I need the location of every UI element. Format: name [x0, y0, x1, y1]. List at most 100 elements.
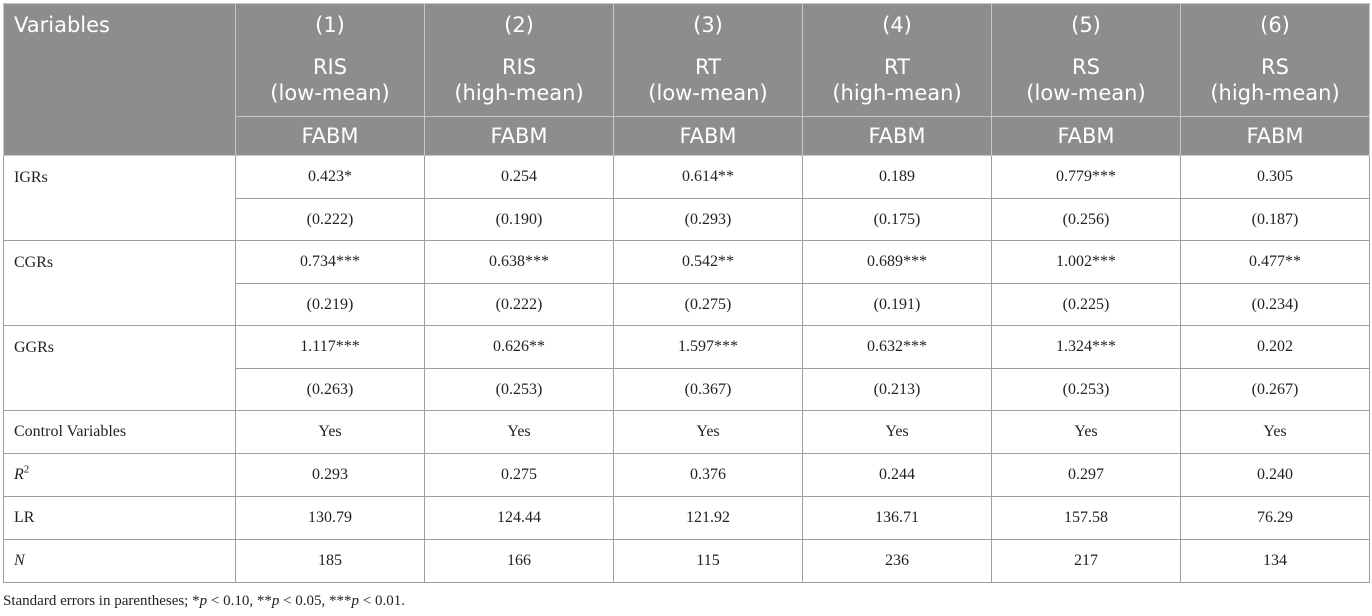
coefficient-cell: 0.423* — [235, 155, 425, 199]
coefficient-cell: 0.614** — [613, 155, 803, 199]
coefficient-cell: 0.189 — [802, 155, 992, 199]
std-error-cell: (0.253) — [424, 368, 614, 411]
stat-cell: Yes — [802, 410, 992, 454]
coefficient-cell: 0.632*** — [802, 325, 992, 369]
std-error-cell: (0.191) — [802, 283, 992, 326]
model-label: FABM — [991, 116, 1181, 156]
stat-cell: Yes — [235, 410, 425, 454]
row-label: IGRs — [3, 155, 236, 241]
model-label: FABM — [424, 116, 614, 156]
coefficient-cell: 1.117*** — [235, 325, 425, 369]
stat-cell: 0.240 — [1180, 453, 1370, 497]
stat-cell: Yes — [424, 410, 614, 454]
column-header: (1) RIS (low-mean) — [235, 3, 425, 117]
model-label: FABM — [1180, 116, 1370, 156]
dependent-variable: RS (high-mean) — [1210, 55, 1340, 105]
coefficient-cell: 0.779*** — [991, 155, 1181, 199]
stat-cell: 185 — [235, 539, 425, 583]
table-row: (0.219) (0.222) (0.275) (0.191) (0.225) … — [4, 283, 1370, 326]
row-label: R2 — [3, 453, 236, 497]
stat-cell: 166 — [424, 539, 614, 583]
table-body: IGRs 0.423* 0.254 0.614** 0.189 0.779***… — [3, 155, 1370, 583]
column-number: (6) — [1260, 13, 1290, 37]
column-header: (3) RT (low-mean) — [613, 3, 803, 117]
std-error-cell: (0.219) — [235, 283, 425, 326]
coefficient-cell: 0.626** — [424, 325, 614, 369]
coefficient-cell: 0.734*** — [235, 240, 425, 284]
column-number: (1) — [315, 13, 345, 37]
superscript: 2 — [23, 463, 30, 476]
stat-cell: 0.275 — [424, 453, 614, 497]
model-label: FABM — [802, 116, 992, 156]
std-error-cell: (0.275) — [613, 283, 803, 326]
stat-cell: 124.44 — [424, 496, 614, 540]
table-row: (0.263) (0.253) (0.367) (0.213) (0.253) … — [4, 368, 1370, 411]
table-row: GGRs 1.117*** 0.626** 1.597*** 0.632*** … — [3, 325, 1370, 411]
std-error-cell: (0.222) — [235, 198, 425, 241]
stat-cell: 130.79 — [235, 496, 425, 540]
coefficient-cell: 0.254 — [424, 155, 614, 199]
table-header: Variables (1) RIS (low-mean) (2) RIS (high-m… — [3, 3, 1370, 156]
column-header: (5) RS (low-mean) — [991, 3, 1181, 117]
column-header: (4) RT (high-mean) — [802, 3, 992, 117]
column-number: (3) — [693, 13, 723, 37]
table-row: Control Variables Yes Yes Yes Yes Yes Ye… — [3, 410, 1370, 454]
stat-cell: 0.376 — [613, 453, 803, 497]
dependent-variable: RIS (low-mean) — [270, 55, 390, 105]
column-header: (6) RS (high-mean) — [1180, 3, 1370, 117]
dependent-variable: RS (low-mean) — [1026, 55, 1146, 105]
stat-cell: Yes — [1180, 410, 1370, 454]
coefficient-cell: 1.324*** — [991, 325, 1181, 369]
n-symbol: N — [14, 552, 25, 569]
regression-table: Variables (1) RIS (low-mean) (2) RIS (high-m… — [3, 3, 1370, 583]
coefficient-cell: 0.689*** — [802, 240, 992, 284]
table-row: R2 0.293 0.275 0.376 0.244 0.297 0.240 — [3, 453, 1370, 497]
stat-cell: 236 — [802, 539, 992, 583]
std-error-cell: (0.190) — [424, 198, 614, 241]
std-error-cell: (0.175) — [802, 198, 992, 241]
stat-cell: 157.58 — [991, 496, 1181, 540]
stat-cell: 0.297 — [991, 453, 1181, 497]
row-label: Control Variables — [3, 410, 236, 454]
std-error-cell: (0.253) — [991, 368, 1181, 411]
table-row: LR 130.79 124.44 121.92 136.71 157.58 76… — [3, 496, 1370, 540]
coefficient-cell: 0.638*** — [424, 240, 614, 284]
stat-cell: 134 — [1180, 539, 1370, 583]
stat-cell: Yes — [613, 410, 803, 454]
stat-cell: 76.29 — [1180, 496, 1370, 540]
table-row: IGRs 0.423* 0.254 0.614** 0.189 0.779***… — [3, 155, 1370, 241]
std-error-cell: (0.187) — [1180, 198, 1370, 241]
coefficient-cell: 0.477** — [1180, 240, 1370, 284]
std-error-cell: (0.213) — [802, 368, 992, 411]
std-error-cell: (0.267) — [1180, 368, 1370, 411]
stat-cell: 217 — [991, 539, 1181, 583]
std-error-cell: (0.367) — [613, 368, 803, 411]
table-footnote: Standard errors in parentheses; *p < 0.1… — [3, 593, 406, 609]
std-error-cell: (0.263) — [235, 368, 425, 411]
coefficient-cell: 0.202 — [1180, 325, 1370, 369]
table-row: CGRs 0.734*** 0.638*** 0.542** 0.689*** … — [3, 240, 1370, 326]
model-label: FABM — [235, 116, 425, 156]
dependent-variable: RIS (high-mean) — [454, 55, 584, 105]
column-number: (4) — [882, 13, 912, 37]
coefficient-cell: 1.002*** — [991, 240, 1181, 284]
variables-header: Variables — [3, 3, 236, 156]
row-label: LR — [3, 496, 236, 540]
std-error-cell: (0.225) — [991, 283, 1181, 326]
column-header: (2) RIS (high-mean) — [424, 3, 614, 117]
row-label: N — [3, 539, 236, 583]
model-label: FABM — [613, 116, 803, 156]
table-row: N 185 166 115 236 217 134 — [3, 539, 1370, 583]
column-number: (5) — [1071, 13, 1101, 37]
stat-cell: 0.293 — [235, 453, 425, 497]
r-squared-symbol: R — [14, 466, 24, 483]
std-error-cell: (0.293) — [613, 198, 803, 241]
stat-cell: Yes — [991, 410, 1181, 454]
stat-cell: 121.92 — [613, 496, 803, 540]
stat-cell: 136.71 — [802, 496, 992, 540]
stat-cell: 115 — [613, 539, 803, 583]
std-error-cell: (0.256) — [991, 198, 1181, 241]
row-label: GGRs — [3, 325, 236, 411]
table-row: (0.222) (0.190) (0.293) (0.175) (0.256) … — [4, 198, 1370, 241]
dependent-variable: RT (low-mean) — [648, 55, 768, 105]
